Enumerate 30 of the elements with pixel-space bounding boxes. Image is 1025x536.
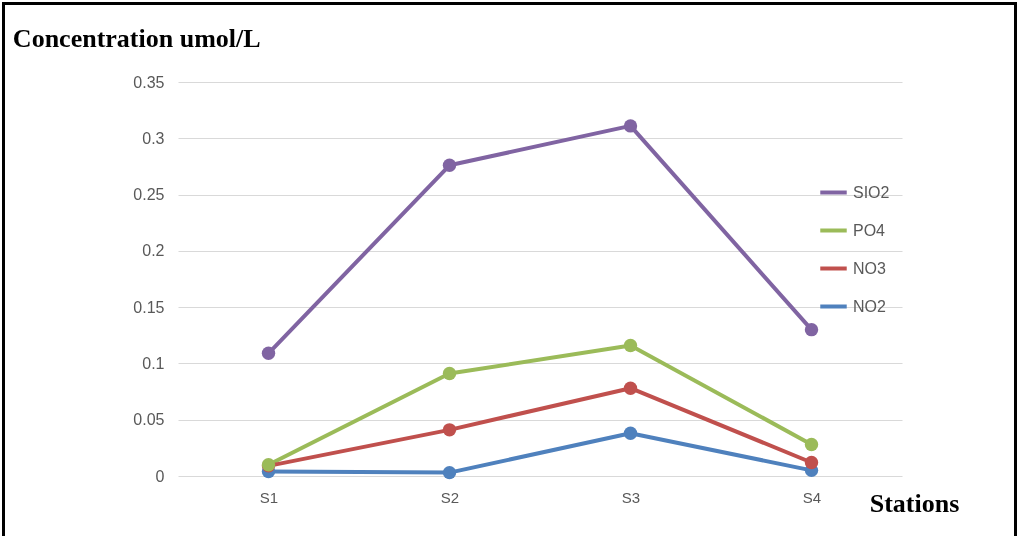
x-tick-label: S4 — [802, 488, 822, 506]
legend-label: PO4 — [853, 221, 886, 239]
point — [623, 338, 638, 353]
point — [442, 423, 457, 437]
y-tick-label: 0.3 — [142, 129, 165, 147]
point — [804, 437, 819, 452]
point — [442, 366, 457, 381]
x-tick-label: S2 — [440, 488, 460, 506]
point — [442, 158, 457, 172]
y-tick-label: 0.35 — [133, 73, 165, 91]
point — [623, 119, 638, 133]
point — [442, 465, 457, 480]
y-tick-label: 0 — [155, 467, 165, 485]
y-tick-label: 0.05 — [133, 411, 165, 429]
y-tick-label: 0.15 — [133, 298, 165, 316]
x-tick-label: S1 — [259, 488, 279, 506]
y-tick-label: 0.25 — [133, 186, 165, 204]
point — [804, 322, 819, 337]
point — [623, 381, 638, 395]
legend-label: SIO2 — [853, 183, 890, 201]
chart-title: Concentration umol/L — [12, 24, 261, 53]
legend-label: NO2 — [853, 297, 886, 315]
x-axis-title: Stations — [869, 488, 960, 518]
x-tick-label: S3 — [621, 488, 641, 506]
y-tick-label: 0.2 — [142, 242, 165, 260]
point — [623, 426, 638, 440]
point — [261, 346, 276, 360]
y-tick-label: 0.1 — [142, 354, 165, 372]
legend-label: NO3 — [853, 259, 886, 277]
point — [804, 455, 819, 470]
